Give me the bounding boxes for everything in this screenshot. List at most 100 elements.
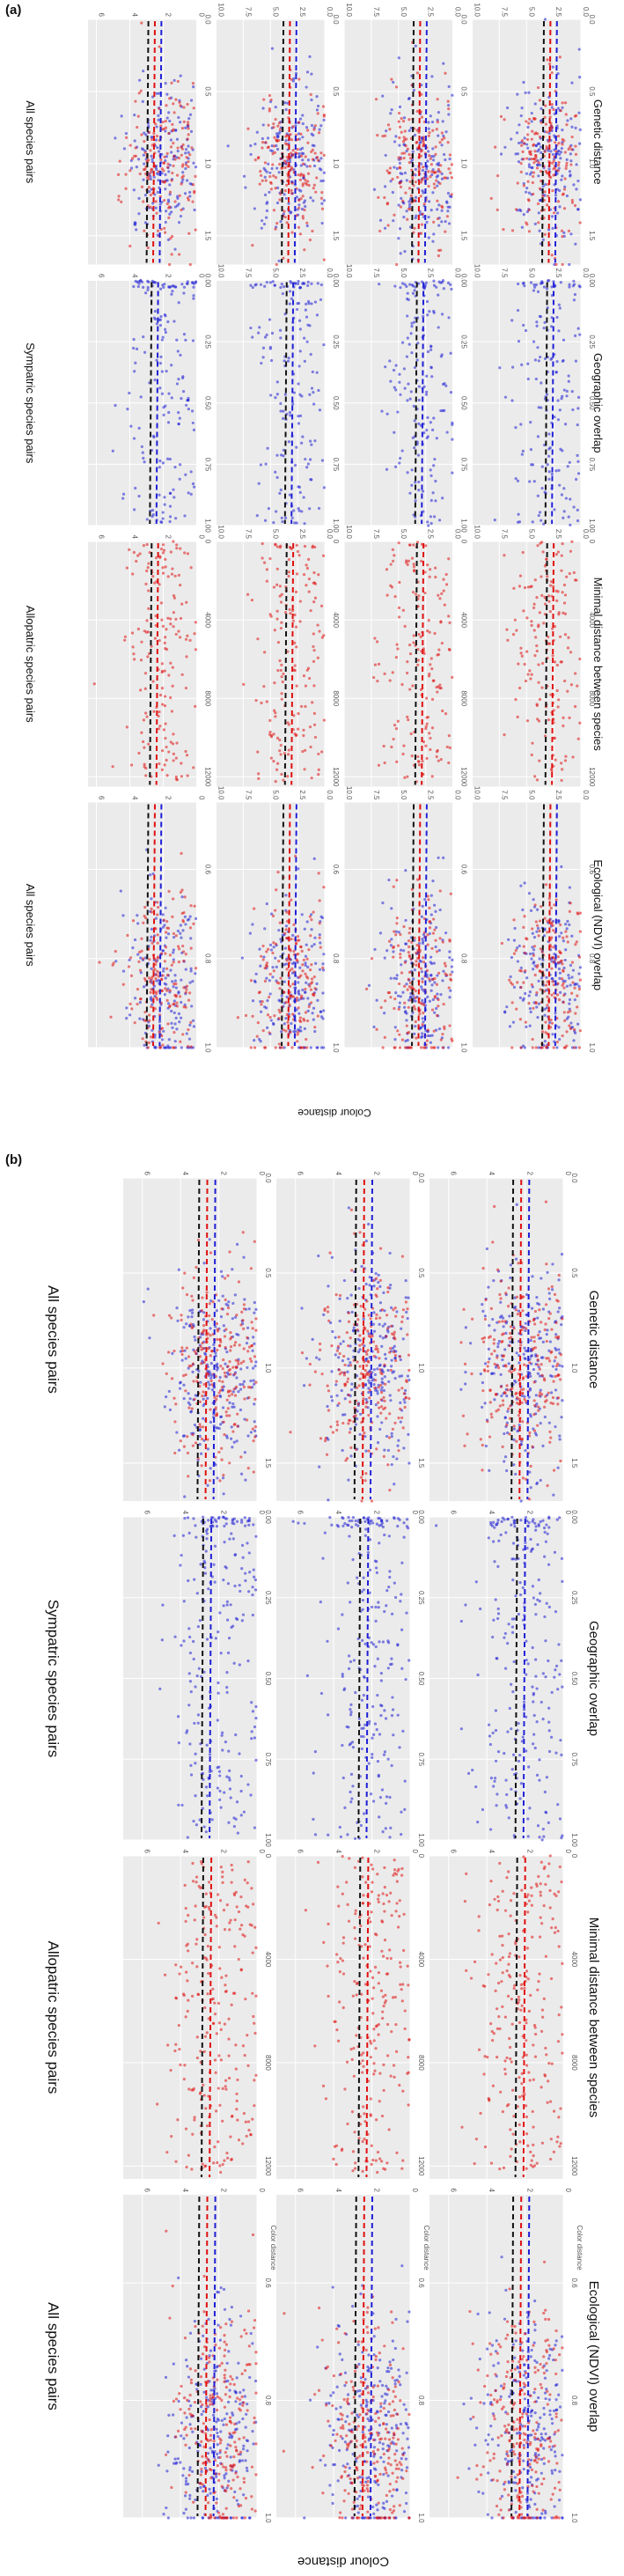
point-sympatric	[184, 968, 187, 971]
point-allopatric	[144, 774, 148, 777]
point-allopatric	[173, 596, 176, 600]
point-allopatric	[553, 141, 557, 144]
point-sympatric	[297, 507, 300, 511]
point-sympatric	[441, 120, 444, 123]
point-allopatric	[251, 1014, 254, 1019]
point-allopatric	[550, 254, 554, 257]
point-allopatric	[439, 757, 443, 762]
point-allopatric	[172, 611, 175, 615]
point-allopatric	[143, 151, 147, 155]
point-allopatric	[202, 1390, 205, 1394]
point-sympatric	[274, 470, 277, 474]
point-allopatric	[313, 987, 317, 990]
point-sympatric	[180, 397, 183, 401]
trend-line-mixed_line	[281, 20, 285, 263]
point-allopatric	[403, 151, 407, 155]
point-sympatric	[147, 280, 150, 283]
point-allopatric	[158, 107, 161, 111]
point-allopatric	[283, 611, 288, 615]
point-allopatric	[171, 742, 175, 746]
point-allopatric	[524, 951, 527, 955]
point-allopatric	[527, 1002, 531, 1005]
point-sympatric	[181, 375, 185, 379]
point-allopatric	[557, 997, 562, 1002]
point-sympatric	[451, 970, 454, 974]
point-allopatric	[393, 1046, 396, 1049]
point-allopatric	[285, 155, 289, 158]
point-sympatric	[155, 125, 158, 129]
point-allopatric	[242, 1327, 246, 1330]
point-sympatric	[437, 163, 441, 167]
point-sympatric	[221, 1476, 225, 1480]
point-sympatric	[403, 283, 407, 286]
point-sympatric	[169, 210, 173, 214]
point-sympatric	[175, 1306, 179, 1310]
point-allopatric	[538, 187, 541, 190]
point-allopatric	[562, 968, 565, 972]
point-sympatric	[406, 1038, 409, 1042]
point-allopatric	[313, 596, 318, 600]
point-allopatric	[549, 906, 553, 910]
point-sympatric	[292, 509, 296, 512]
point-allopatric	[525, 938, 529, 941]
point-allopatric	[298, 1016, 302, 1019]
point-allopatric	[268, 613, 272, 616]
y-tick-label: 2.5	[427, 790, 435, 800]
point-allopatric	[158, 762, 161, 766]
point-allopatric	[438, 597, 442, 600]
point-sympatric	[447, 222, 451, 225]
point-sympatric	[305, 466, 309, 469]
point-sympatric	[111, 449, 114, 453]
point-allopatric	[140, 133, 143, 136]
point-sympatric	[421, 168, 424, 173]
point-allopatric	[224, 1410, 228, 1414]
point-sympatric	[442, 152, 446, 157]
point-sympatric	[150, 935, 153, 938]
point-allopatric	[399, 932, 402, 937]
point-allopatric	[249, 1267, 253, 1270]
point-allopatric	[231, 1365, 235, 1369]
point-allopatric	[564, 166, 568, 170]
point-sympatric	[275, 380, 279, 384]
point-sympatric	[177, 221, 181, 224]
point-sympatric	[576, 407, 580, 410]
point-allopatric	[305, 566, 310, 570]
point-sympatric	[430, 173, 434, 177]
point-sympatric	[565, 984, 569, 988]
point-allopatric	[537, 681, 540, 684]
point-sympatric	[447, 85, 451, 89]
point-sympatric	[114, 136, 117, 140]
point-sympatric	[442, 969, 445, 973]
point-allopatric	[565, 123, 569, 127]
point-allopatric	[441, 940, 444, 944]
point-allopatric	[540, 686, 544, 689]
point-allopatric	[395, 879, 399, 882]
point-sympatric	[407, 97, 411, 100]
point-allopatric	[373, 663, 378, 666]
point-sympatric	[440, 220, 444, 224]
point-allopatric	[184, 749, 187, 754]
point-allopatric	[169, 622, 173, 626]
trend-line-sympatric	[158, 804, 163, 1047]
point-allopatric	[437, 1005, 440, 1008]
point-sympatric	[417, 385, 421, 388]
point-sympatric	[232, 1440, 236, 1444]
point-sympatric	[126, 408, 129, 411]
point-allopatric	[242, 1385, 246, 1389]
point-allopatric	[552, 946, 555, 949]
point-allopatric	[175, 741, 179, 745]
point-allopatric	[400, 1038, 405, 1041]
point-allopatric	[295, 684, 298, 688]
point-allopatric	[544, 602, 547, 606]
point-allopatric	[522, 158, 525, 161]
point-sympatric	[429, 955, 433, 959]
point-allopatric	[574, 943, 577, 946]
point-allopatric	[313, 124, 317, 128]
point-sympatric	[576, 208, 580, 211]
point-allopatric	[202, 1425, 205, 1429]
point-allopatric	[428, 575, 431, 578]
point-sympatric	[187, 1392, 190, 1395]
point-allopatric	[528, 117, 532, 121]
point-sympatric	[384, 153, 387, 158]
point-allopatric	[262, 98, 266, 101]
